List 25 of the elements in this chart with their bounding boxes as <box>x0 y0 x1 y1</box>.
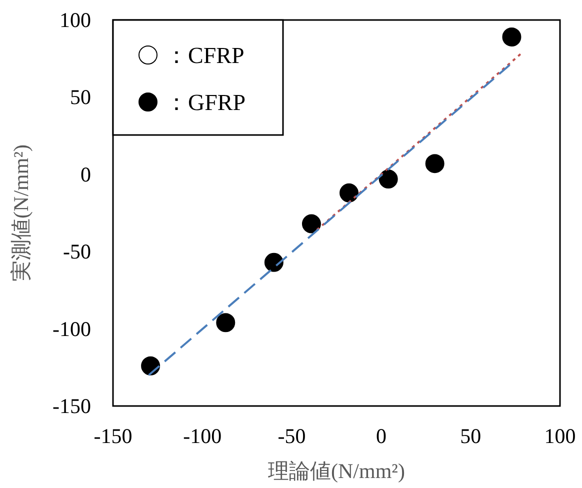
y-tick-label: 100 <box>60 8 91 32</box>
x-tick-label: -100 <box>183 424 222 448</box>
y-axis-title: 実測値(N/mm²) <box>9 144 33 282</box>
y-tick-label: 0 <box>80 162 91 186</box>
x-tick-label: 50 <box>460 424 482 448</box>
y-tick-label: 50 <box>70 85 91 110</box>
legend-item: ：GFRP <box>138 90 246 115</box>
x-tick-label: 100 <box>544 424 576 448</box>
point <box>264 252 284 272</box>
point <box>340 183 359 202</box>
point <box>425 154 444 174</box>
point <box>216 313 236 332</box>
legend-label: ：CFRP <box>165 43 244 68</box>
point <box>302 214 321 234</box>
x-axis-title: 理論値(N/mm²) <box>268 459 405 483</box>
x-tick-label: -50 <box>278 424 306 448</box>
y-tick-label: -150 <box>52 394 91 418</box>
point <box>502 27 522 46</box>
y-tick-label: -100 <box>52 316 91 341</box>
x-tick-label: 0 <box>376 424 386 448</box>
legend-item: ：CFRP <box>138 43 244 68</box>
y-tick-label: -50 <box>63 240 91 264</box>
x-tick-label: -150 <box>94 424 132 448</box>
point <box>378 170 398 189</box>
legend-label: ：GFRP <box>165 90 246 115</box>
